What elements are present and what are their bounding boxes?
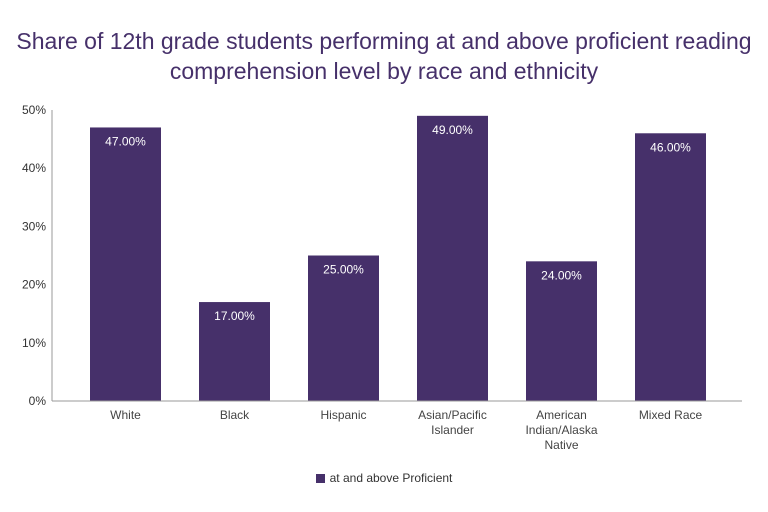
chart-title: Share of 12th grade students performing …: [16, 28, 752, 84]
x-tick-label: Mixed Race: [639, 408, 703, 422]
data-label: 47.00%: [105, 134, 146, 148]
legend: at and above Proficient: [0, 471, 768, 485]
y-tick-label: 20%: [22, 278, 46, 292]
bar: [635, 133, 706, 401]
legend-swatch: [315, 474, 325, 483]
x-tick-label: Indian/Alaska: [525, 423, 597, 437]
x-tick-label: Hispanic: [320, 408, 366, 422]
data-label: 46.00%: [650, 140, 691, 154]
x-tick-label: Asian/Pacific: [418, 408, 487, 422]
data-label: 49.00%: [432, 123, 473, 137]
bar: [526, 261, 597, 401]
y-tick-label: 40%: [22, 161, 46, 175]
x-tick-label: Black: [220, 408, 250, 422]
data-label: 25.00%: [323, 263, 364, 277]
x-tick-label: Islander: [431, 423, 474, 437]
data-label: 17.00%: [214, 309, 255, 323]
legend-label: at and above Proficient: [329, 471, 453, 485]
x-tick-label: White: [110, 408, 141, 422]
x-tick-label: American: [536, 408, 587, 422]
bar: [308, 255, 379, 401]
y-tick-label: 30%: [22, 219, 46, 233]
y-tick-label: 50%: [22, 103, 46, 117]
bar: [90, 127, 161, 402]
y-tick-label: 0%: [29, 394, 47, 408]
bar: [417, 115, 488, 401]
x-tick-label: Native: [544, 438, 578, 452]
bar: [199, 302, 270, 401]
data-label: 24.00%: [541, 268, 582, 282]
y-tick-label: 10%: [22, 336, 46, 350]
